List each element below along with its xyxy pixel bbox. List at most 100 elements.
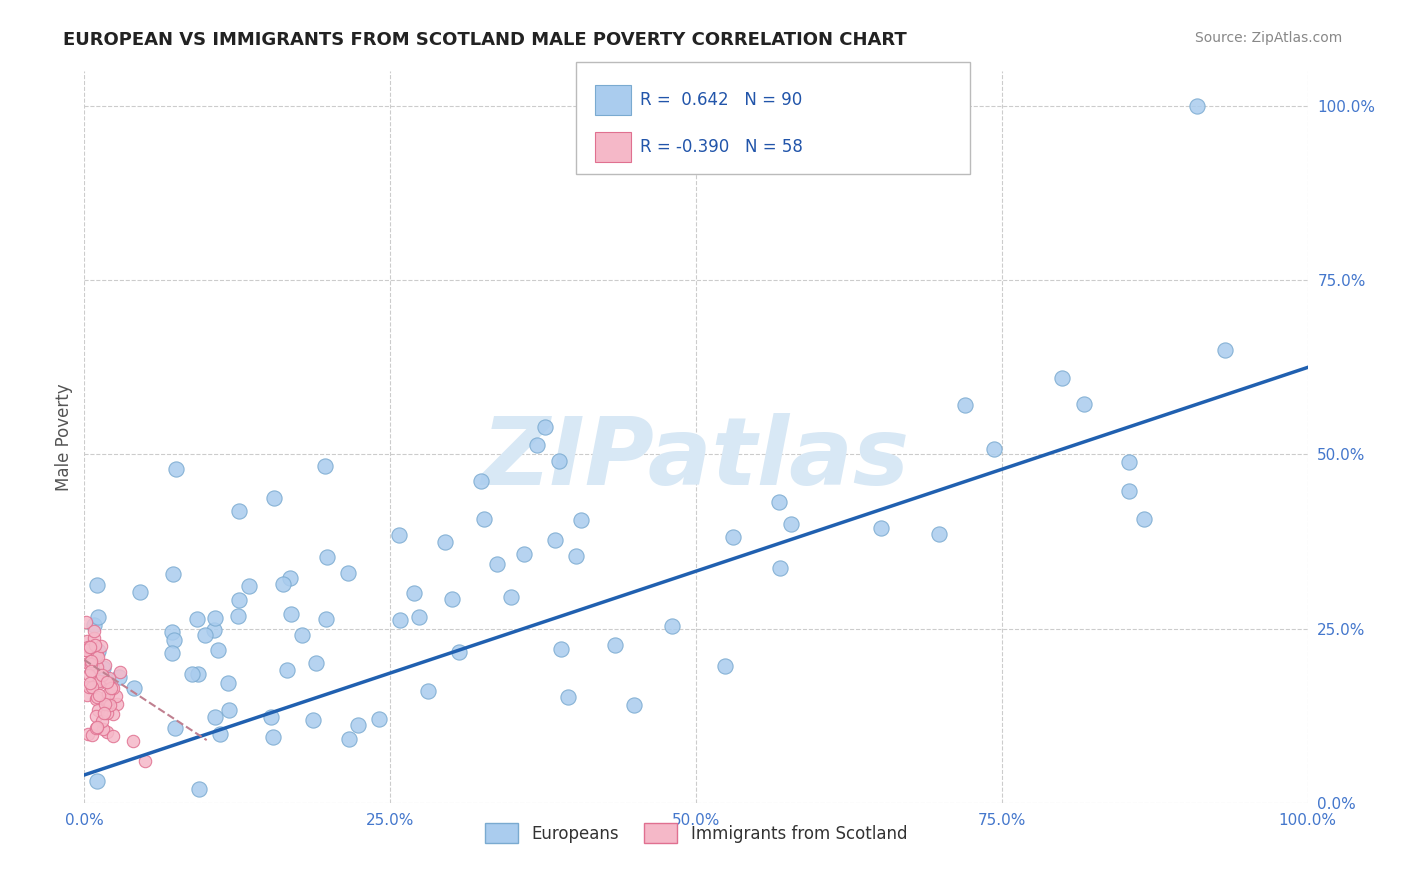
Point <box>181 667 204 681</box>
Legend: Europeans, Immigrants from Scotland: Europeans, Immigrants from Scotland <box>478 817 914 849</box>
Point <box>1133 512 1156 526</box>
Point <box>305 656 328 670</box>
Point <box>218 703 240 717</box>
Point <box>928 527 950 541</box>
Point <box>93 706 115 720</box>
Point <box>86 721 108 735</box>
Point <box>983 442 1005 456</box>
Point <box>472 512 495 526</box>
Point <box>769 560 792 574</box>
Point <box>194 628 217 642</box>
Point <box>557 690 579 705</box>
Text: Source: ZipAtlas.com: Source: ZipAtlas.com <box>1195 31 1343 45</box>
Point <box>470 474 492 488</box>
Point <box>94 698 117 712</box>
Point <box>73 643 96 657</box>
Point <box>486 557 509 571</box>
Point <box>83 638 105 652</box>
Point <box>204 709 226 723</box>
Point <box>768 495 790 509</box>
Point <box>83 624 105 638</box>
Point <box>291 628 314 642</box>
Point <box>86 577 108 591</box>
Point <box>186 612 208 626</box>
Point <box>440 591 463 606</box>
Point <box>91 667 114 681</box>
Point <box>367 712 389 726</box>
Point <box>86 720 108 734</box>
Point <box>315 611 337 625</box>
Point <box>953 398 976 412</box>
Point <box>89 674 111 689</box>
Point <box>721 530 744 544</box>
Point <box>207 643 229 657</box>
Point <box>80 728 103 742</box>
Point <box>276 663 298 677</box>
Point <box>416 684 439 698</box>
Point <box>79 676 101 690</box>
Point <box>402 586 425 600</box>
Point <box>623 698 645 713</box>
Point <box>337 731 360 746</box>
Point <box>1073 397 1095 411</box>
Point <box>83 617 105 632</box>
Point <box>163 721 186 735</box>
Point <box>316 550 339 565</box>
Text: R = -0.390   N = 58: R = -0.390 N = 58 <box>640 138 803 156</box>
Point <box>87 650 110 665</box>
Point <box>499 590 522 604</box>
Point <box>565 549 588 563</box>
Point <box>94 672 117 686</box>
Point <box>187 667 209 681</box>
Point <box>90 639 112 653</box>
Point <box>97 687 120 701</box>
Point <box>433 535 456 549</box>
Point <box>105 689 128 703</box>
Point <box>550 642 572 657</box>
Point <box>260 710 283 724</box>
Point <box>449 645 471 659</box>
Point <box>77 668 100 682</box>
Point <box>202 623 225 637</box>
Point <box>388 528 411 542</box>
Point <box>80 657 103 672</box>
Point <box>100 698 122 713</box>
Point <box>91 661 114 675</box>
Point <box>217 676 239 690</box>
Point <box>314 459 336 474</box>
Point <box>262 731 284 745</box>
Point <box>163 632 186 647</box>
Point <box>280 607 302 622</box>
Point <box>105 697 128 711</box>
Point <box>77 680 100 694</box>
Point <box>96 674 118 689</box>
Point <box>86 648 108 662</box>
Point <box>162 567 184 582</box>
Point <box>408 610 430 624</box>
Point <box>87 688 110 702</box>
Point <box>129 585 152 599</box>
Point <box>79 654 101 668</box>
Point <box>97 671 120 685</box>
Point <box>86 644 108 658</box>
Point <box>134 754 156 768</box>
Point <box>77 726 100 740</box>
Point <box>91 723 114 737</box>
Point <box>75 642 97 657</box>
Point <box>1052 370 1074 384</box>
Point <box>86 660 108 674</box>
Point <box>124 681 146 695</box>
Point <box>513 547 536 561</box>
Point <box>228 592 250 607</box>
Point <box>226 609 249 624</box>
Point <box>165 461 187 475</box>
Point <box>603 638 626 652</box>
Point <box>122 734 145 748</box>
Point <box>160 625 183 640</box>
Point <box>84 709 107 723</box>
Point <box>347 718 370 732</box>
Point <box>97 697 120 711</box>
Point <box>108 670 131 684</box>
Point <box>187 781 209 796</box>
Point <box>76 656 98 670</box>
